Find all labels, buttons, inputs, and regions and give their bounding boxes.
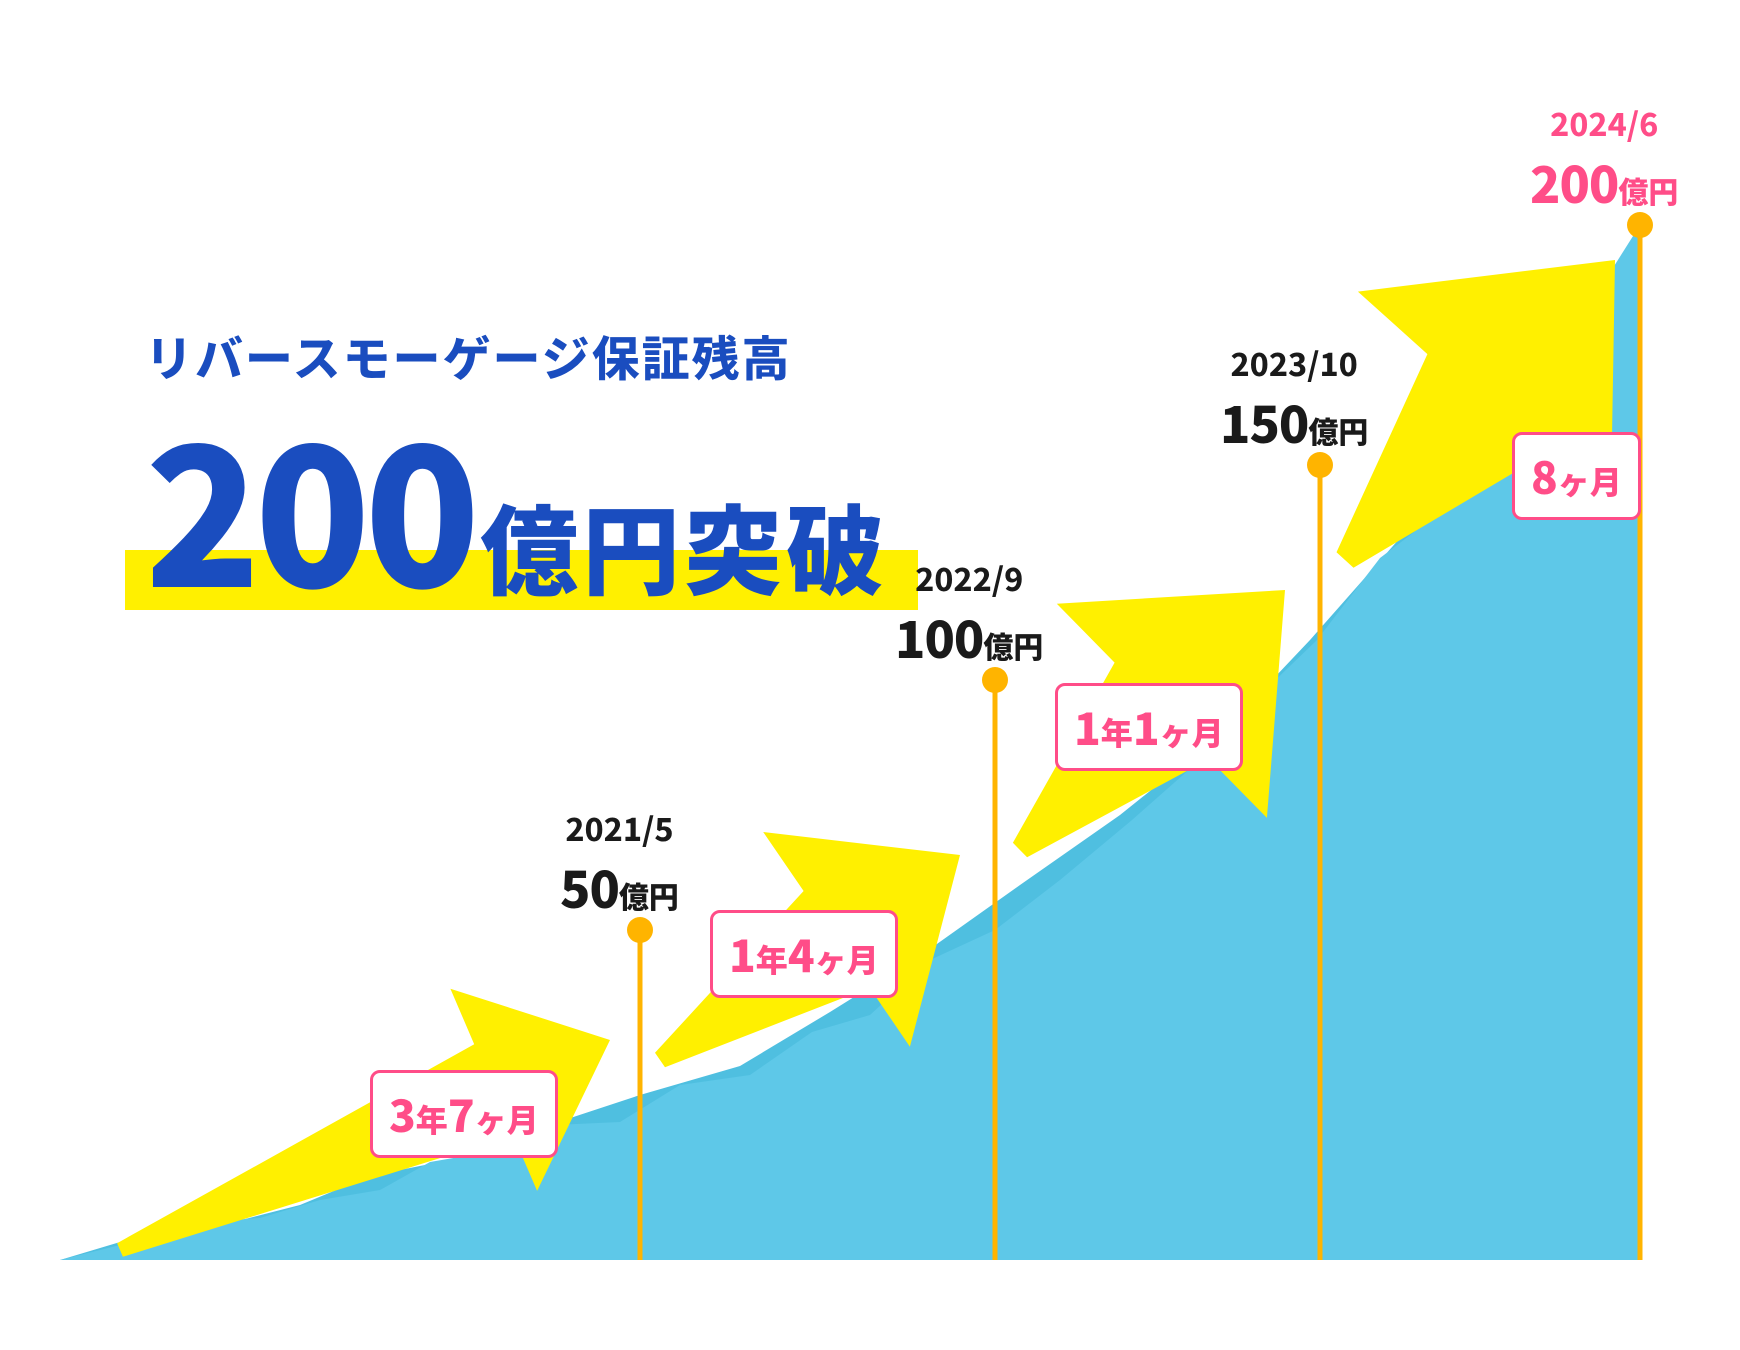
headline-main: 200億円突破 <box>145 410 888 600</box>
infographic-stage: リバースモーゲージ保証残高 200億円突破 2021/550億円 2022/910… <box>0 0 1740 1350</box>
headline-block: リバースモーゲージ保証残高 200億円突破 <box>145 320 888 600</box>
milestone-label-2: 2022/9100億円 <box>895 555 1043 673</box>
milestone-date: 2024/6 <box>1530 100 1678 146</box>
milestone-date: 2023/10 <box>1220 340 1368 386</box>
headline-number: 200 <box>145 367 474 642</box>
milestone-value: 150億円 <box>1220 386 1368 458</box>
duration-badge-4: 8ヶ月 <box>1512 432 1641 520</box>
milestone-value: 50億円 <box>560 851 679 923</box>
milestone-label-1: 2021/550億円 <box>560 805 679 923</box>
growth-chart-svg <box>0 0 1740 1350</box>
milestone-label-3: 2023/10150億円 <box>1220 340 1368 458</box>
duration-badge-3: 1年1ヶ月 <box>1055 683 1243 771</box>
headline-unit: 億円突破 <box>474 474 888 616</box>
duration-badge-1: 3年7ヶ月 <box>370 1070 558 1158</box>
milestone-value: 200億円 <box>1530 146 1678 218</box>
milestone-value: 100億円 <box>895 601 1043 673</box>
duration-badge-2: 1年4ヶ月 <box>710 910 898 998</box>
milestone-label-4: 2024/6200億円 <box>1530 100 1678 218</box>
milestone-date: 2021/5 <box>560 805 679 851</box>
milestone-date: 2022/9 <box>895 555 1043 601</box>
